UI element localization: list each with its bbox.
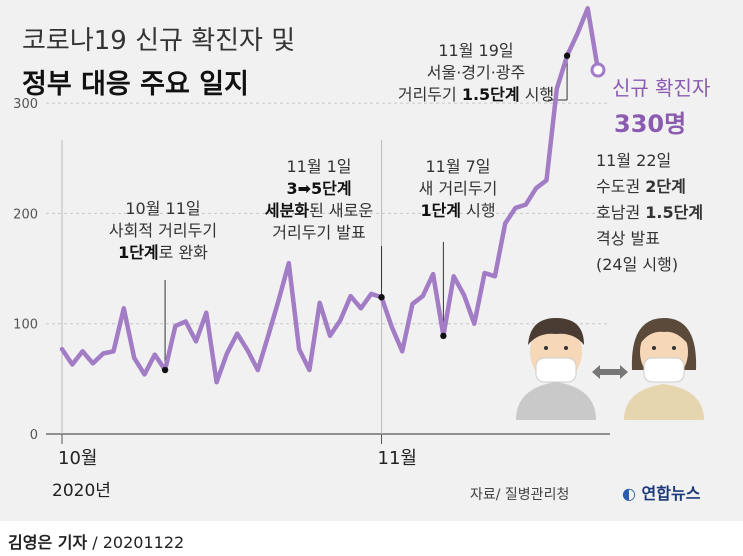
y-tick-label-300: 300 <box>13 97 38 112</box>
annotation-nov19: 11월 19일 서울·경기·광주 거리두기 1.5단계 시행 <box>376 40 576 106</box>
footer <box>0 521 743 556</box>
byline: 김영은 기자 / 20201122 <box>8 533 185 552</box>
annotation-nov22-line3: 호남권 1.5단계 <box>596 203 704 222</box>
annotation-nov7-line3: 1단계 시행 <box>420 201 496 220</box>
annotation-oct11: 10월 11일 사회적 거리두기 1단계로 완화 <box>88 198 238 264</box>
chart-title-line1: 코로나19 신규 확진자 및 <box>22 26 296 56</box>
x-tick-label-1: 11월 <box>378 448 417 469</box>
y-tick-label-0: 0 <box>30 428 38 443</box>
annotation-oct11-line3: 1단계로 완화 <box>118 243 208 262</box>
yonhap-logo: ◐ 연합뉴스 <box>622 484 701 503</box>
annotation-nov1-date: 11월 1일 <box>286 157 352 176</box>
y-tick-label-100: 100 <box>13 318 38 333</box>
annotation-nov22-date: 11월 22일 <box>596 151 672 170</box>
annotation-nov19-line2: 서울·경기·광주 <box>426 63 526 82</box>
data-source: 자료/ 질병관리청 <box>470 487 570 503</box>
marker-nov19-dot <box>563 52 571 59</box>
annotation-nov22-line5: (24일 시행) <box>596 255 679 274</box>
double-arrow-icon <box>592 365 628 379</box>
person-female-icon <box>624 318 704 420</box>
x-tick-label-0: 10월 <box>58 448 97 469</box>
annotation-nov22: 11월 22일 수도권 2단계 호남권 1.5단계 격상 발표 (24일 시행) <box>596 148 703 278</box>
annotation-nov22-line2: 수도권 2단계 <box>596 177 686 196</box>
y-tick-label-200: 200 <box>13 207 38 222</box>
latest-count-label: 신규 확진자 <box>612 76 711 100</box>
annotation-nov1-line4: 거리두기 발표 <box>272 223 366 242</box>
person-male-icon <box>516 318 596 420</box>
chart-title-line2: 정부 대응 주요 일지 <box>22 69 249 100</box>
marker-nov1-dot <box>378 294 385 301</box>
annotation-nov19-line3: 거리두기 1.5단계 시행 <box>397 85 555 104</box>
annotation-nov7-line2: 새 거리두기 <box>418 179 498 198</box>
annotation-nov22-line4: 격상 발표 <box>596 229 660 248</box>
annotation-nov19-date: 11월 19일 <box>438 41 514 60</box>
annotation-nov1-line3: 세분화된 새로운 <box>264 201 374 220</box>
annotation-nov1-line2: 3➡5단계 <box>286 179 352 198</box>
latest-count-value: 330명 <box>614 110 687 138</box>
series-line <box>59 6 601 385</box>
marker-nov7-dot <box>440 332 447 340</box>
annotation-oct11-date: 10월 11일 <box>125 199 201 218</box>
annotation-nov7: 11월 7일 새 거리두기 1단계 시행 <box>398 156 518 222</box>
latest-point <box>590 62 606 78</box>
annotation-nov1: 11월 1일 3➡5단계 세분화된 새로운 거리두기 발표 <box>244 156 394 244</box>
year-label: 2020년 <box>52 481 111 501</box>
annotation-oct11-line2: 사회적 거리두기 <box>108 221 218 240</box>
marker-oct11-dot <box>161 366 169 374</box>
annotation-nov7-date: 11월 7일 <box>425 157 491 176</box>
chart-svg: 0 100 200 300 10월 11월 2020년 <box>13 6 704 501</box>
people-illustration <box>516 318 704 420</box>
